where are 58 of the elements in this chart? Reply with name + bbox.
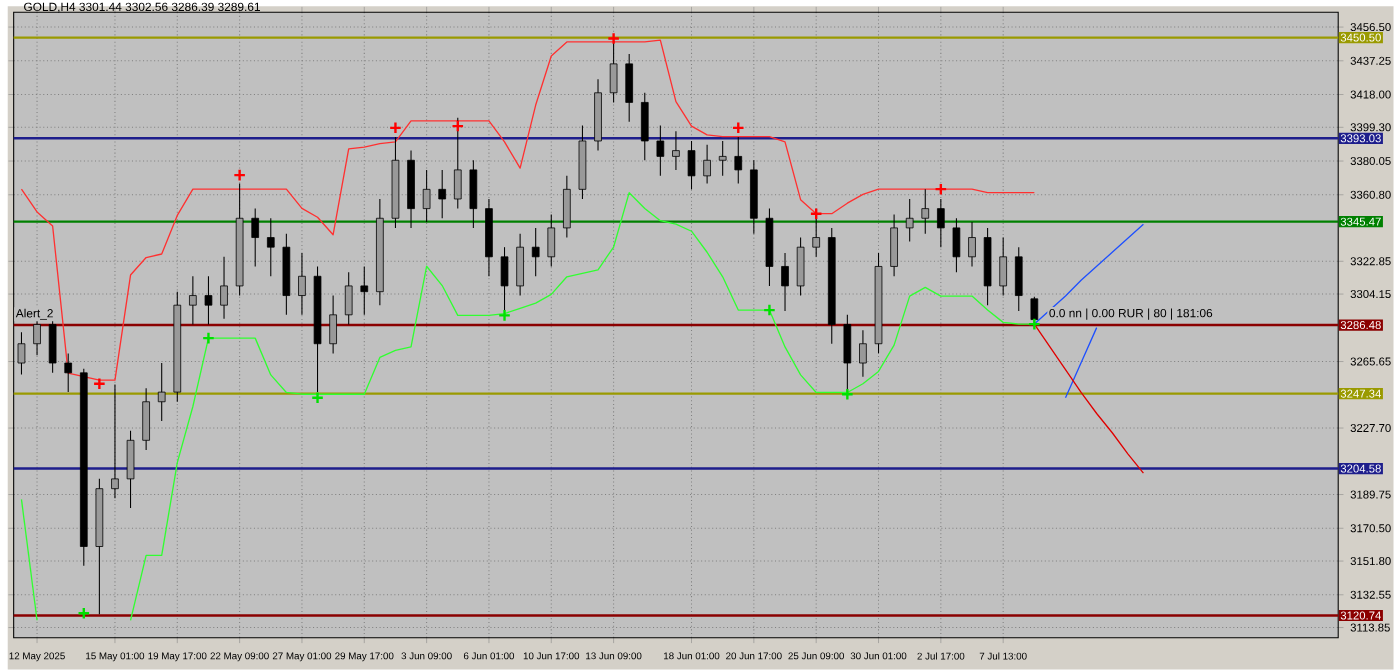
candlestick	[344, 271, 353, 325]
candlestick	[734, 136, 743, 185]
candlestick	[905, 198, 914, 242]
candlestick	[204, 275, 213, 325]
candlestick	[189, 275, 197, 325]
candlestick	[921, 188, 930, 235]
candlestick	[859, 329, 867, 378]
candlestick	[266, 217, 275, 277]
point	[731, 121, 745, 135]
point	[840, 387, 854, 401]
candlestick	[142, 387, 150, 451]
line-series	[1033, 223, 1145, 325]
point	[233, 168, 247, 182]
candlestick	[781, 252, 789, 312]
point	[762, 303, 776, 317]
candlestick	[251, 208, 260, 267]
candlestick	[1014, 246, 1023, 312]
candlestick	[656, 124, 665, 177]
point	[934, 182, 948, 196]
point	[1027, 317, 1041, 331]
candlestick	[999, 236, 1007, 297]
candlestick	[796, 236, 805, 297]
candlestick	[547, 213, 556, 267]
candlestick	[422, 169, 431, 223]
candlestick	[703, 144, 711, 185]
point	[92, 377, 106, 391]
candlestick	[64, 352, 73, 393]
candlestick	[672, 130, 680, 171]
candlestick	[298, 252, 306, 316]
point	[607, 31, 621, 45]
candlestick	[438, 169, 447, 219]
line-series	[1033, 323, 1145, 474]
candlestick	[625, 53, 634, 123]
candlestick	[890, 213, 898, 277]
point	[809, 207, 823, 221]
point	[201, 331, 215, 345]
candlestick	[360, 265, 369, 316]
point	[451, 119, 465, 133]
point	[77, 606, 91, 620]
candlestick	[718, 140, 727, 177]
candlestick	[531, 227, 540, 277]
candlestick	[952, 217, 961, 273]
point	[498, 308, 511, 322]
candlestick	[469, 159, 478, 229]
candlestick	[968, 221, 976, 267]
candlestick	[453, 117, 462, 210]
point	[388, 121, 402, 135]
candlestick	[687, 140, 696, 190]
candlestick	[563, 175, 571, 239]
candlestick	[111, 383, 119, 499]
candlestick	[157, 362, 166, 422]
candlestick	[640, 92, 649, 161]
candlestick	[126, 430, 135, 509]
point	[311, 391, 324, 405]
candlestick	[220, 256, 228, 320]
candlestick	[516, 233, 524, 297]
candlestick	[329, 294, 337, 354]
candlestick	[937, 198, 945, 248]
